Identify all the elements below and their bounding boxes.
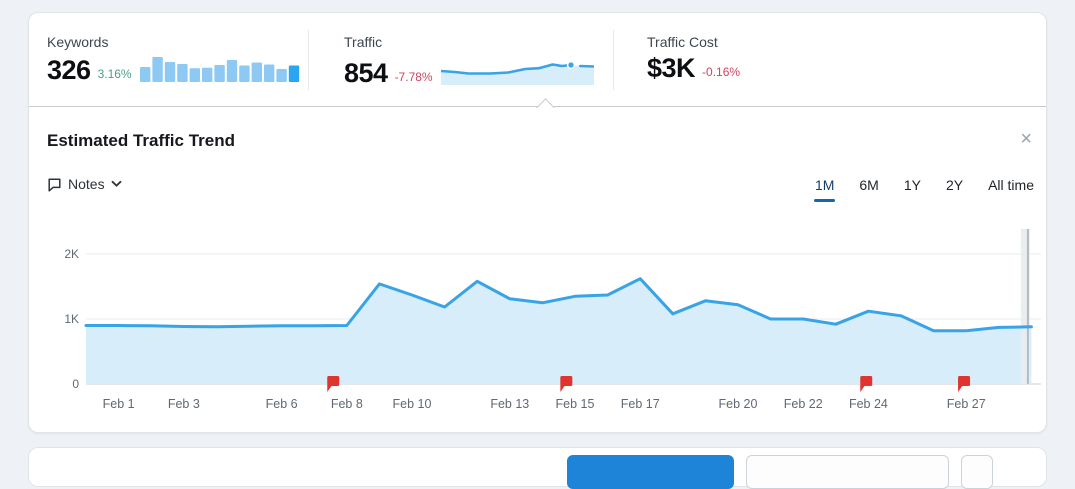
trend-panel-title: Estimated Traffic Trend xyxy=(47,131,235,150)
svg-text:0: 0 xyxy=(72,377,79,391)
metric-traffic-cost-change: -0.16% xyxy=(702,64,741,79)
traffic-sparkline xyxy=(440,60,594,85)
primary-action-button[interactable] xyxy=(567,455,734,489)
sparkline-current-dot xyxy=(566,60,575,70)
note-bubble-icon xyxy=(48,177,61,192)
tab-2y[interactable]: 2Y xyxy=(945,177,964,193)
metric-keywords-change: 3.16% xyxy=(97,67,132,81)
tab-all-time[interactable]: All time xyxy=(988,177,1034,193)
metric-traffic[interactable]: Traffic 854 -7.78% xyxy=(309,13,613,106)
time-range-tabs: 1M 6M 1Y 2Y All time xyxy=(813,177,1034,202)
svg-text:Feb 15: Feb 15 xyxy=(556,397,595,411)
metric-traffic-cost-value: $3K xyxy=(647,53,696,83)
keywords-sparkline xyxy=(139,57,299,82)
note-flag-icon[interactable] xyxy=(560,376,573,392)
page-background: { "metrics": { "keywords": { "label": "K… xyxy=(28,12,1047,489)
svg-text:Feb 6: Feb 6 xyxy=(266,397,298,411)
next-section-card xyxy=(28,447,1047,489)
traffic-trend-chart[interactable]: 0 1K 2K Feb 1 Feb 3 Feb 6 Feb 8 Feb 10 Feb 13 Feb… xyxy=(65,221,1045,417)
metric-keywords-value: 326 xyxy=(47,55,91,86)
trend-area-fill xyxy=(86,278,1032,384)
note-flag-icon[interactable] xyxy=(958,376,971,392)
trend-line xyxy=(84,277,1033,333)
svg-text:Feb 20: Feb 20 xyxy=(719,397,758,411)
overview-card: Keywords 326 3.16% Traffic 854 -7.78% Tr… xyxy=(28,12,1047,433)
note-flag-icon[interactable] xyxy=(327,376,340,392)
svg-text:Feb 10: Feb 10 xyxy=(393,397,432,411)
metric-keywords-label: Keywords xyxy=(47,34,109,50)
note-flag-icon[interactable] xyxy=(860,376,873,392)
metric-traffic-cost-label: Traffic Cost xyxy=(647,34,718,50)
metrics-row: Keywords 326 3.16% Traffic 854 -7.78% Tr… xyxy=(29,13,1046,117)
icon-action-button[interactable] xyxy=(961,455,993,489)
tab-1m[interactable]: 1M xyxy=(813,177,836,202)
metric-traffic-label: Traffic xyxy=(344,34,383,50)
svg-text:Feb 8: Feb 8 xyxy=(331,397,363,411)
svg-text:Feb 17: Feb 17 xyxy=(621,397,660,411)
svg-text:1K: 1K xyxy=(65,312,79,326)
svg-text:2K: 2K xyxy=(65,247,79,261)
chevron-down-icon xyxy=(111,180,121,187)
metric-keywords[interactable]: Keywords 326 3.16% xyxy=(29,13,308,106)
svg-text:Feb 27: Feb 27 xyxy=(947,397,986,411)
tab-6m[interactable]: 6M xyxy=(859,177,879,193)
current-period-band xyxy=(1020,229,1030,384)
metric-traffic-change: -7.78% xyxy=(394,70,433,84)
svg-text:Feb 22: Feb 22 xyxy=(784,397,823,411)
metric-divider xyxy=(613,30,614,90)
metric-divider xyxy=(308,30,309,90)
tab-1y[interactable]: 1Y xyxy=(903,177,921,193)
notes-dropdown[interactable]: Notes xyxy=(47,176,122,192)
metric-traffic-value: 854 xyxy=(344,58,388,89)
metric-traffic-cost[interactable]: Traffic Cost $3K -0.16% xyxy=(614,13,1046,106)
svg-text:Feb 1: Feb 1 xyxy=(103,397,135,411)
close-icon[interactable]: × xyxy=(1020,128,1032,150)
svg-text:Feb 3: Feb 3 xyxy=(168,397,200,411)
secondary-action-button[interactable] xyxy=(746,455,949,489)
notes-label: Notes xyxy=(68,176,105,192)
svg-text:Feb 24: Feb 24 xyxy=(849,397,888,411)
svg-text:Feb 13: Feb 13 xyxy=(490,397,529,411)
